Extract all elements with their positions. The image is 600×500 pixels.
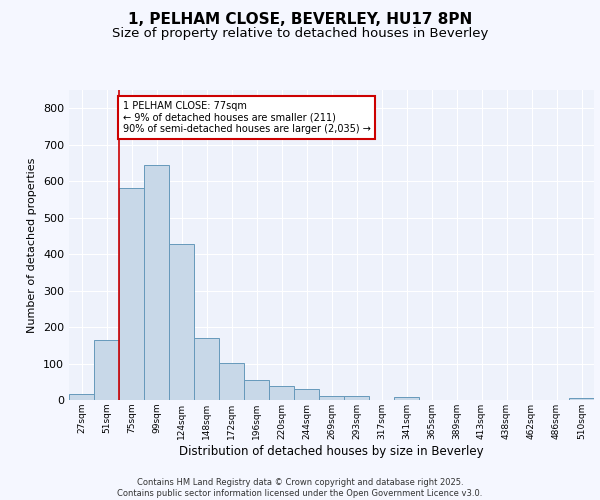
Bar [319,396,344,400]
Bar [219,363,244,400]
Bar [244,380,269,400]
Bar [394,397,419,400]
Text: 1, PELHAM CLOSE, BEVERLEY, HU17 8PN: 1, PELHAM CLOSE, BEVERLEY, HU17 8PN [128,12,472,28]
Bar [194,338,219,400]
Y-axis label: Number of detached properties: Number of detached properties [28,158,37,332]
Bar [569,398,594,400]
Bar [169,244,194,400]
Bar [119,188,144,400]
Text: Size of property relative to detached houses in Beverley: Size of property relative to detached ho… [112,28,488,40]
Text: 1 PELHAM CLOSE: 77sqm
← 9% of detached houses are smaller (211)
90% of semi-deta: 1 PELHAM CLOSE: 77sqm ← 9% of detached h… [123,101,371,134]
Bar [69,394,94,400]
Bar [144,165,169,400]
Bar [344,396,369,400]
Text: Contains HM Land Registry data © Crown copyright and database right 2025.
Contai: Contains HM Land Registry data © Crown c… [118,478,482,498]
X-axis label: Distribution of detached houses by size in Beverley: Distribution of detached houses by size … [179,444,484,458]
Bar [269,386,294,400]
Bar [294,389,319,400]
Bar [94,340,119,400]
